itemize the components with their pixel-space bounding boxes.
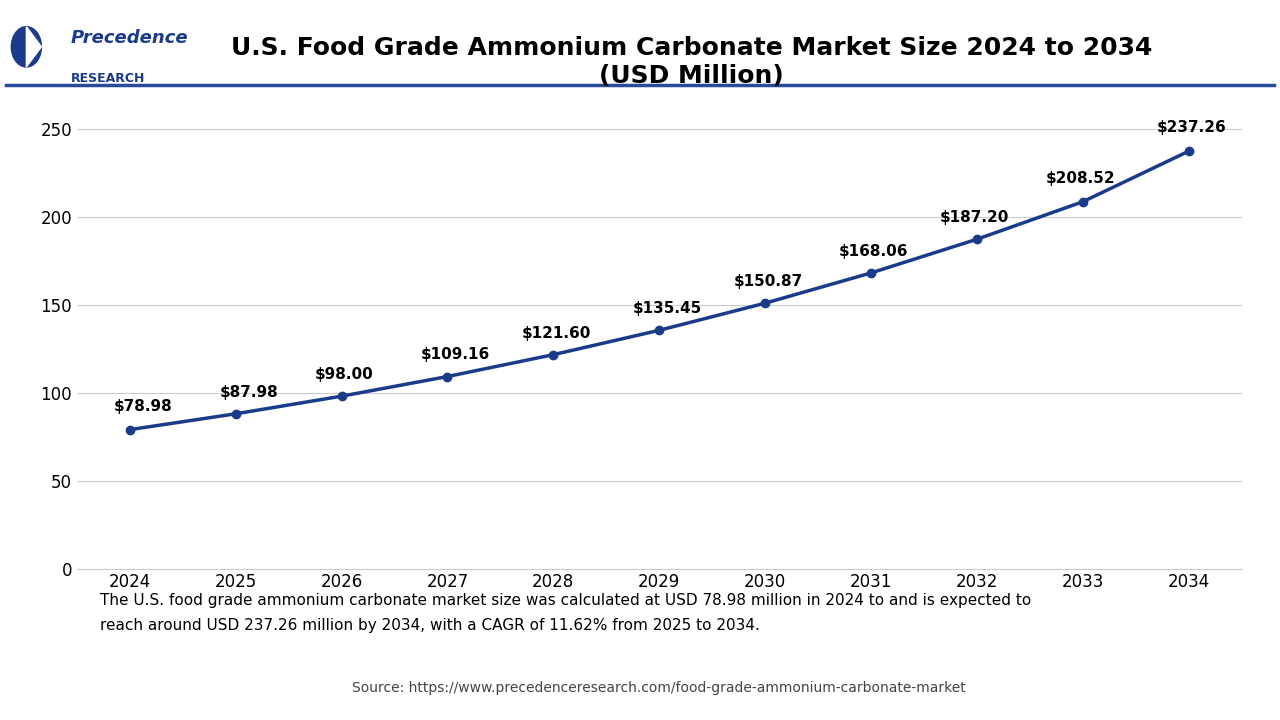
Text: $208.52: $208.52 bbox=[1046, 171, 1115, 186]
Text: $121.60: $121.60 bbox=[521, 325, 591, 341]
Text: $87.98: $87.98 bbox=[220, 384, 279, 400]
Text: $237.26: $237.26 bbox=[1157, 120, 1226, 135]
Circle shape bbox=[12, 27, 41, 67]
Text: Precedence: Precedence bbox=[70, 29, 188, 47]
Text: The U.S. food grade ammonium carbonate market size was calculated at USD 78.98 m: The U.S. food grade ammonium carbonate m… bbox=[100, 593, 1032, 633]
Text: RESEARCH: RESEARCH bbox=[70, 72, 145, 85]
Text: $187.20: $187.20 bbox=[940, 210, 1009, 225]
Text: $168.06: $168.06 bbox=[840, 244, 909, 259]
Text: U.S. Food Grade Ammonium Carbonate Market Size 2024 to 2034
(USD Million): U.S. Food Grade Ammonium Carbonate Marke… bbox=[230, 36, 1152, 88]
Polygon shape bbox=[27, 27, 41, 67]
Text: $98.00: $98.00 bbox=[315, 367, 374, 382]
Text: $78.98: $78.98 bbox=[114, 399, 173, 414]
Text: Source: https://www.precedenceresearch.com/food-grade-ammonium-carbonate-market: Source: https://www.precedenceresearch.c… bbox=[352, 680, 966, 695]
Text: $150.87: $150.87 bbox=[733, 274, 803, 289]
Text: $109.16: $109.16 bbox=[421, 348, 490, 362]
Text: $135.45: $135.45 bbox=[632, 301, 701, 316]
